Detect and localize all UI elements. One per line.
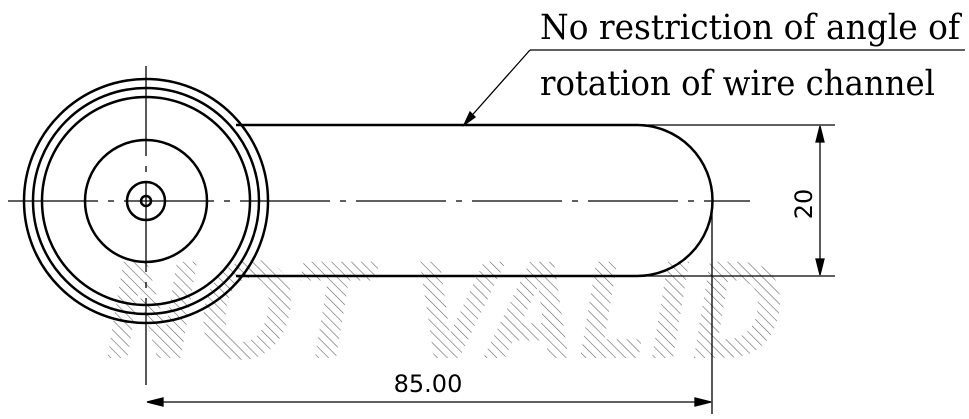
arrow-right [694, 397, 712, 407]
watermark-text: NOT VALID [105, 236, 785, 390]
leader-line [466, 49, 531, 122]
annotation-line-2: rotation of wire channel [540, 64, 935, 104]
arrow-bottom [815, 258, 825, 276]
center-lines [8, 66, 750, 385]
leader-arrow [462, 110, 476, 127]
length-dimension [146, 210, 713, 414]
arrow-top [815, 125, 825, 143]
arrow-left [146, 397, 164, 407]
height-dimension-label: 20 [790, 189, 818, 220]
length-dimension-label: 85.00 [394, 370, 463, 398]
annotation-line-1: No restriction of angle of [540, 8, 963, 48]
annotation-leader [462, 49, 965, 127]
height-dimension [637, 124, 835, 277]
watermark: NOT VALID [105, 236, 785, 390]
